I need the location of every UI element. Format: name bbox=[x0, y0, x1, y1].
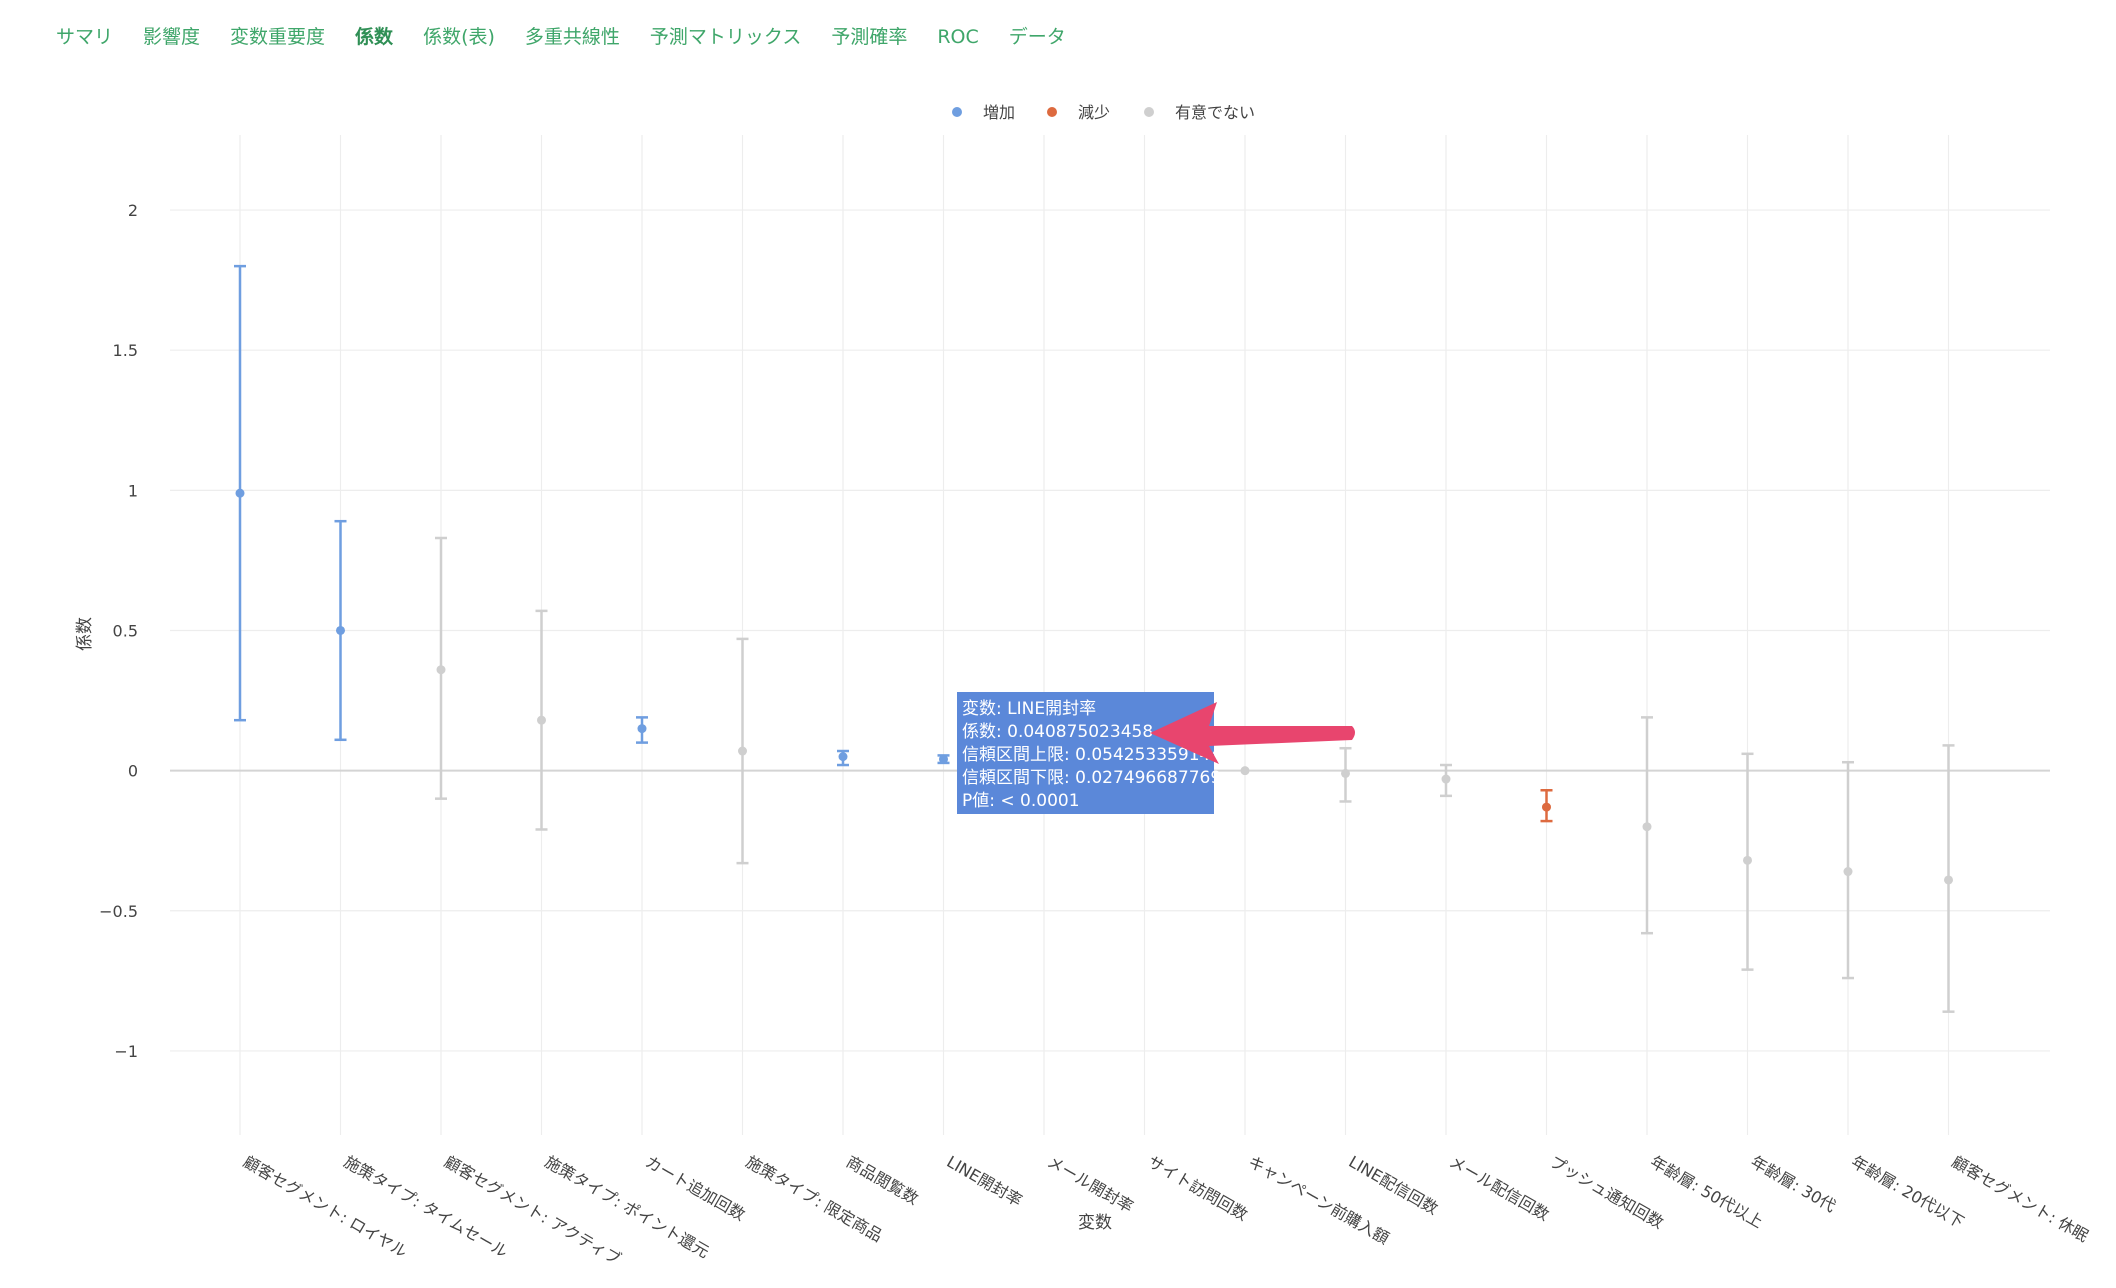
legend-label-increase[interactable]: 増加 bbox=[983, 103, 1015, 122]
tab-roc[interactable]: ROC bbox=[937, 26, 979, 48]
tooltip-line-variable: 変数: LINE開封率 bbox=[962, 699, 1096, 719]
x-tick-label: メール配信回数 bbox=[1446, 1152, 1553, 1224]
coefficient-point[interactable] bbox=[736, 637, 749, 865]
x-tick-label: 商品閲覧数 bbox=[843, 1152, 922, 1208]
legend-label-not-significant[interactable]: 有意でない bbox=[1175, 103, 1255, 122]
y-tick-label: −0.5 bbox=[99, 902, 138, 921]
coefficient-marker[interactable] bbox=[336, 625, 345, 635]
coefficient-point[interactable] bbox=[1741, 752, 1754, 971]
tab-variable-importance[interactable]: 変数重要度 bbox=[230, 26, 326, 48]
y-tick-label: 0 bbox=[128, 762, 138, 781]
y-tick-label: 0.5 bbox=[113, 621, 138, 640]
coefficient-point[interactable] bbox=[1942, 744, 1955, 1013]
legend-marker-decrease[interactable] bbox=[1047, 107, 1057, 117]
coefficient-marker[interactable] bbox=[1843, 867, 1853, 877]
x-tick-label: 施策タイプ: ポイント還元 bbox=[542, 1152, 713, 1262]
coefficient-point[interactable] bbox=[1339, 746, 1352, 803]
coefficient-point[interactable] bbox=[636, 716, 648, 744]
x-tick-label: 施策タイプ: タイムセール bbox=[341, 1152, 512, 1262]
coefficient-point[interactable] bbox=[1240, 766, 1250, 776]
x-tick-label: 年齢層: 50代以上 bbox=[1647, 1152, 1766, 1232]
coefficient-marker[interactable] bbox=[1341, 768, 1350, 778]
y-tick-label: 1 bbox=[128, 481, 138, 500]
tooltip-line-upper: 信頼区間上限: 0.054253359144 bbox=[962, 745, 1221, 765]
y-axis-title: 係数 bbox=[75, 617, 95, 651]
coefficient-point[interactable] bbox=[1540, 789, 1553, 823]
coefficient-point[interactable] bbox=[937, 754, 950, 765]
coefficient-marker[interactable] bbox=[939, 754, 948, 764]
annotation-arrow bbox=[1150, 702, 1355, 764]
coefficient-marker[interactable] bbox=[537, 715, 546, 725]
coefficient-marker[interactable] bbox=[1944, 875, 1953, 885]
coefficient-marker[interactable] bbox=[1642, 822, 1652, 832]
coefficient-point[interactable] bbox=[837, 749, 849, 767]
coefficient-marker[interactable] bbox=[738, 746, 747, 756]
coefficient-point[interactable] bbox=[435, 536, 447, 800]
tooltip-line-lower: 信頼区間下限: 0.027496687769 bbox=[962, 768, 1221, 788]
coefficient-marker[interactable] bbox=[1441, 774, 1451, 784]
tooltip-line-coefficient: 係数: 0.040875023458 bbox=[962, 722, 1153, 742]
coefficient-point[interactable] bbox=[1641, 716, 1653, 935]
x-axis-title: 変数 bbox=[1078, 1213, 1112, 1233]
x-tick-label: サイト訪問回数 bbox=[1145, 1152, 1252, 1224]
x-tick-label: LINE開封率 bbox=[944, 1152, 1026, 1210]
coefficient-marker[interactable] bbox=[1743, 855, 1752, 865]
x-tick-label: 年齢層: 20代以下 bbox=[1848, 1152, 1967, 1232]
tab-summary[interactable]: サマリ bbox=[56, 26, 114, 48]
tab-prediction-matrix[interactable]: 予測マトリックス bbox=[649, 26, 802, 48]
grid bbox=[170, 135, 2050, 1135]
tab-coefficients-table[interactable]: 係数(表) bbox=[423, 26, 495, 48]
legend-label-decrease[interactable]: 減少 bbox=[1078, 103, 1110, 122]
coefficient-point[interactable] bbox=[1842, 760, 1854, 980]
coefficient-point[interactable] bbox=[535, 609, 548, 831]
tab-impact[interactable]: 影響度 bbox=[143, 26, 201, 48]
y-tick-label: 2 bbox=[128, 201, 138, 220]
x-tick-label: 顧客セグメント: アクティブ bbox=[441, 1152, 624, 1269]
y-tick-label: 1.5 bbox=[113, 341, 138, 360]
coefficient-point[interactable] bbox=[1440, 763, 1452, 798]
coefficient-marker[interactable] bbox=[235, 488, 245, 498]
data-marks bbox=[234, 264, 1955, 1013]
coefficient-marker[interactable] bbox=[1542, 802, 1551, 812]
coefficient-point[interactable] bbox=[334, 519, 347, 742]
tab-data[interactable]: データ bbox=[1008, 26, 1066, 48]
x-tick-label: 年齢層: 30代 bbox=[1748, 1152, 1840, 1216]
x-tick-label: 顧客セグメント: ロイヤル bbox=[240, 1152, 411, 1261]
tooltip-line-pvalue: P値: < 0.0001 bbox=[962, 791, 1080, 811]
tab-prediction-probability[interactable]: 予測確率 bbox=[831, 26, 908, 48]
tab-multicollinearity[interactable]: 多重共線性 bbox=[524, 26, 620, 48]
y-tick-label: −1 bbox=[114, 1042, 138, 1061]
coefficient-point[interactable] bbox=[234, 264, 246, 722]
coefficient-marker[interactable] bbox=[436, 665, 446, 675]
y-axis-ticks: 2 1.5 1 0.5 0 −0.5 −1 bbox=[99, 201, 138, 1061]
legend-marker-increase[interactable] bbox=[952, 107, 962, 117]
tooltip-background bbox=[957, 692, 1214, 814]
coefficient-marker[interactable] bbox=[637, 724, 647, 734]
legend: 増加 減少 有意でない bbox=[952, 103, 1255, 122]
x-tick-label: LINE配信回数 bbox=[1346, 1152, 1442, 1218]
legend-marker-not-significant[interactable] bbox=[1144, 107, 1154, 117]
tab-bar: サマリ 影響度 変数重要度 係数 係数(表) 多重共線性 予測マトリックス 予測… bbox=[56, 22, 1096, 52]
coefficient-marker[interactable] bbox=[838, 752, 848, 762]
hover-tooltip: 変数: LINE開封率 係数: 0.040875023458 信頼区間上限: 0… bbox=[957, 692, 1221, 814]
tab-coefficients[interactable]: 係数 bbox=[355, 26, 394, 48]
x-tick-label: メール開封率 bbox=[1044, 1152, 1137, 1216]
x-tick-label: 顧客セグメント: 休眠 bbox=[1949, 1152, 2092, 1246]
coefficient-marker[interactable] bbox=[1240, 766, 1250, 776]
